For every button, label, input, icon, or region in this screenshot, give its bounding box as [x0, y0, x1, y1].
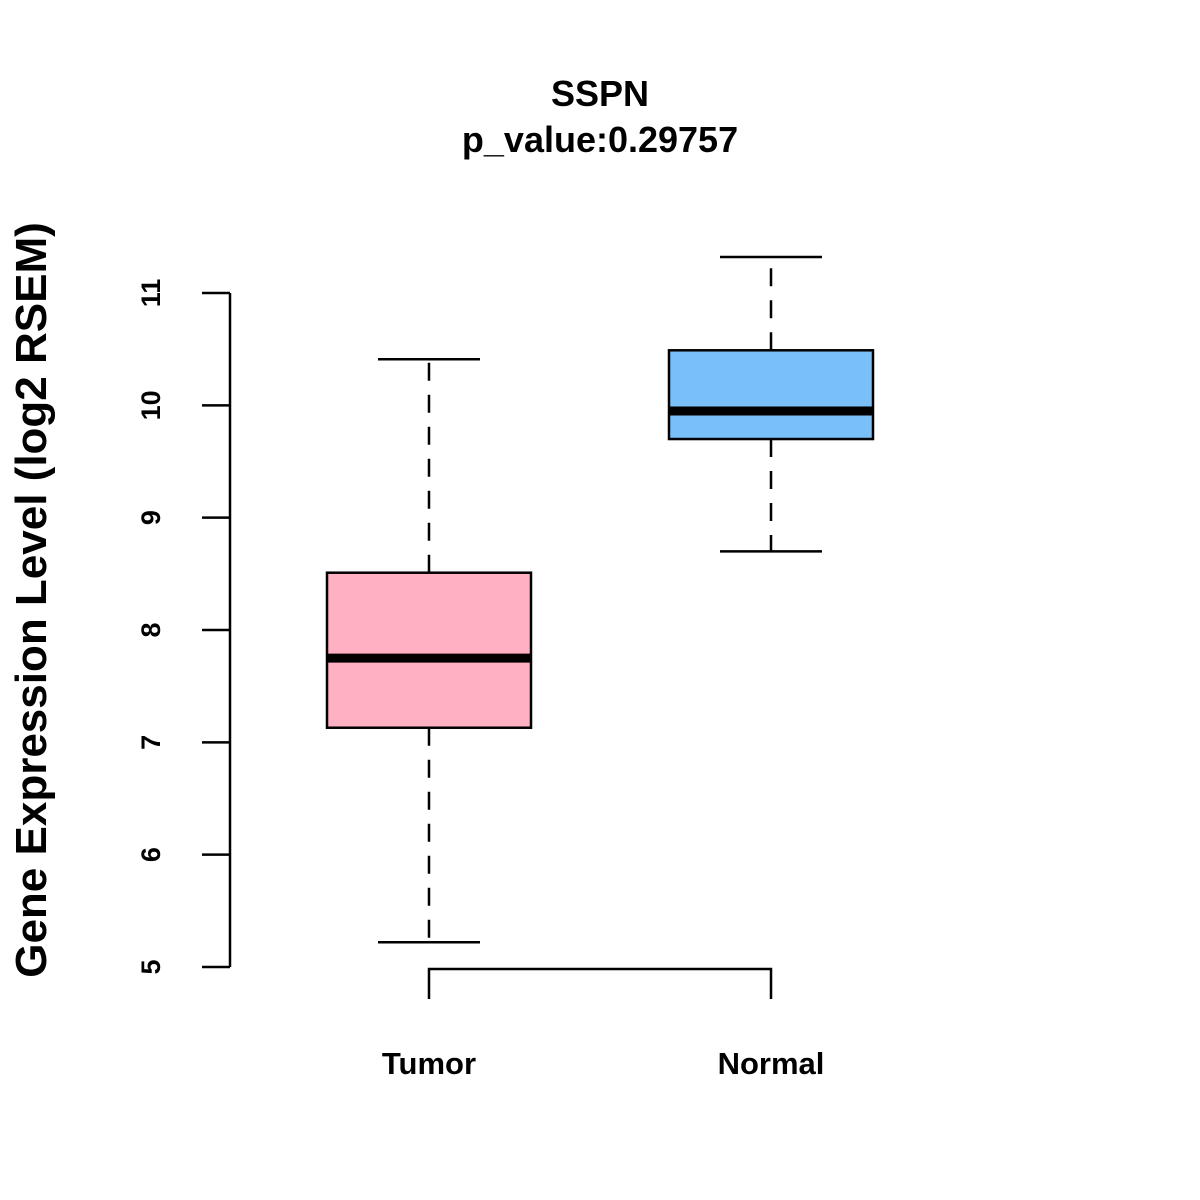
box-tumor — [325, 358, 533, 944]
box-normal — [667, 255, 875, 553]
y-axis-label: Gene Expression Level (log2 RSEM) — [7, 222, 56, 978]
chart-title: SSPN — [551, 73, 649, 114]
y-tick-label: 9 — [136, 510, 166, 525]
y-axis: 5 6 7 8 9 10 11 — [136, 279, 232, 975]
y-tick-label: 7 — [136, 735, 166, 750]
x-axis-labels: Tumor Normal — [382, 1046, 824, 1081]
y-tick-label: 8 — [136, 622, 166, 637]
comparison-bracket — [427, 967, 773, 999]
iqr-box — [667, 349, 875, 441]
y-tick-label: 11 — [136, 279, 166, 308]
x-category-label: Normal — [718, 1046, 825, 1081]
chart-subtitle: p_value:0.29757 — [462, 119, 738, 160]
bracket-line — [427, 967, 773, 999]
iqr-box — [325, 571, 533, 729]
y-tick-label: 10 — [136, 390, 166, 420]
y-tick-label: 5 — [136, 959, 166, 974]
y-tick-label: 6 — [136, 847, 166, 862]
x-category-label: Tumor — [382, 1046, 476, 1081]
boxes-layer — [325, 255, 875, 944]
